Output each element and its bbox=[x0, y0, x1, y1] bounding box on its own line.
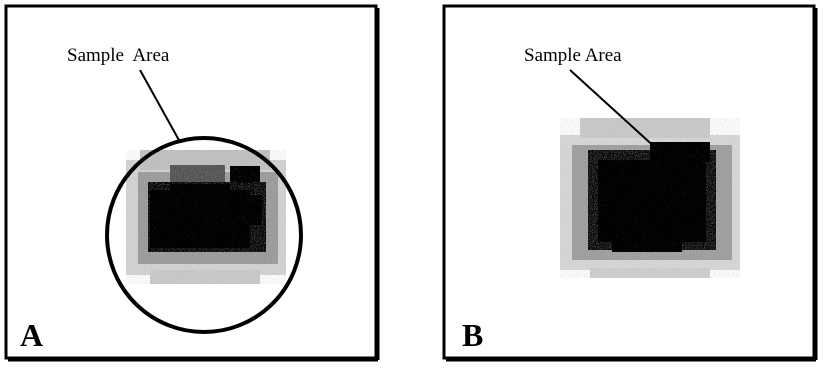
panel-b: Sample Area B bbox=[444, 6, 816, 360]
figure: Sample Area A Sample Area B bbox=[0, 0, 826, 364]
annotation: Sample Area bbox=[67, 45, 170, 66]
panel-label: B bbox=[462, 317, 483, 353]
sample-blob bbox=[126, 150, 286, 284]
panel-label: A bbox=[20, 317, 43, 353]
annotation: Sample Area bbox=[524, 45, 622, 66]
panel-a: Sample Area A bbox=[6, 6, 378, 360]
